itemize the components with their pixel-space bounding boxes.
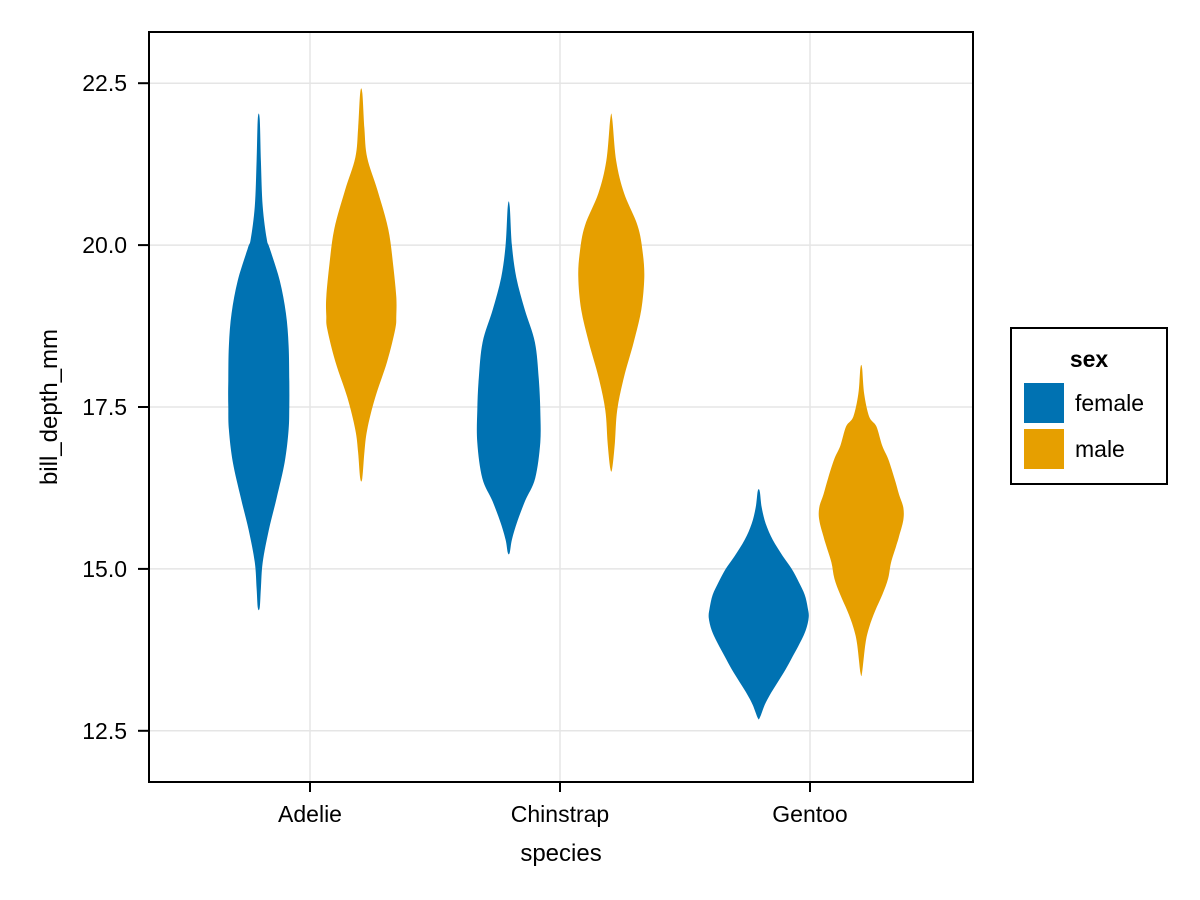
legend: sex female male [1010, 327, 1168, 485]
y-tick-label: 20.0 [82, 232, 127, 258]
legend-label: male [1075, 436, 1125, 462]
violin-chinstrap-female [476, 201, 541, 555]
y-tick-label: 22.5 [82, 70, 127, 96]
legend-item-female: female [1024, 383, 1154, 423]
legend-item-male: male [1024, 429, 1154, 469]
violin-gentoo-male [818, 364, 904, 677]
violin-chinstrap-male [578, 113, 645, 472]
x-tick-label: Chinstrap [511, 801, 609, 827]
x-axis-title: species [520, 840, 601, 867]
legend-swatch-female [1024, 383, 1064, 423]
legend-swatch-male [1024, 429, 1064, 469]
y-tick-label: 15.0 [82, 556, 127, 582]
x-tick-label: Gentoo [772, 801, 847, 827]
axis-tick-layer: 22.5 20.0 17.5 15.0 12.5 Adelie Chinstrap Gento… [82, 70, 847, 827]
violin-adelie-male [325, 88, 397, 482]
violin-adelie-female [228, 113, 290, 611]
legend-items: female male [1024, 383, 1154, 469]
violin-gentoo-female [708, 489, 809, 720]
y-tick-label: 12.5 [82, 718, 127, 744]
legend-label: female [1075, 390, 1145, 416]
violin-layer [228, 88, 904, 720]
y-axis-title: bill_depth_mm [36, 329, 63, 485]
legend-title: sex [1069, 346, 1109, 372]
y-tick-label: 17.5 [82, 394, 127, 420]
x-tick-label: Adelie [278, 801, 342, 827]
